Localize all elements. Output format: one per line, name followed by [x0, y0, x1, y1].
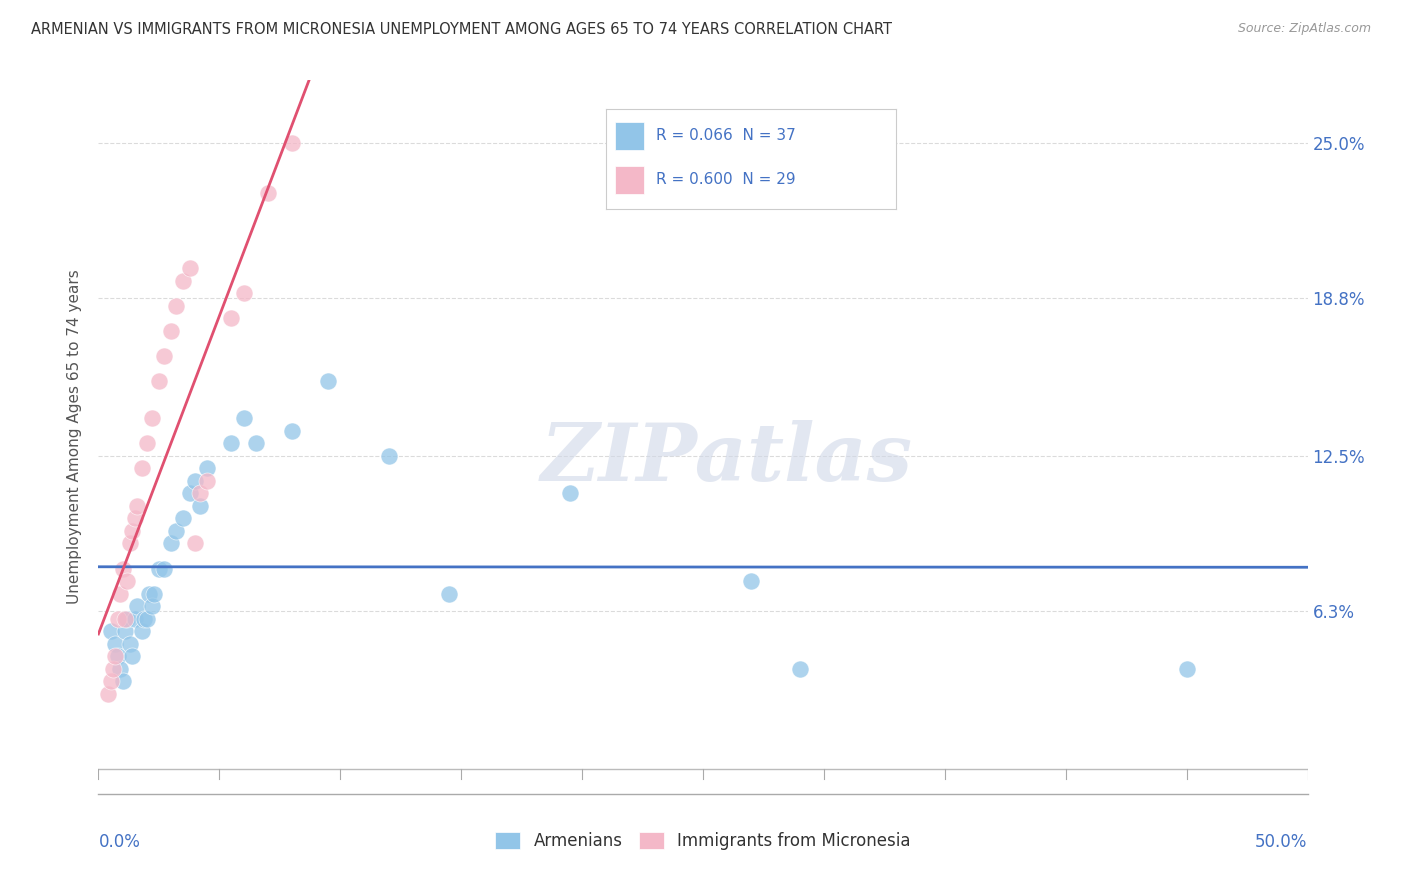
Point [141, 411, 163, 425]
Point [107, 612, 129, 626]
Point [165, 299, 187, 313]
Point [114, 624, 136, 639]
Point [172, 511, 194, 525]
Point [108, 586, 131, 600]
Text: ZIPatlas: ZIPatlas [541, 420, 914, 497]
Point [141, 599, 163, 613]
Point [138, 586, 160, 600]
Point [789, 662, 811, 676]
Point [131, 461, 153, 475]
Point [117, 574, 139, 588]
Point [104, 637, 127, 651]
Point [101, 662, 124, 676]
Point [160, 536, 183, 550]
Y-axis label: Unemployment Among Ages 65 to 74 years: Unemployment Among Ages 65 to 74 years [66, 269, 82, 605]
Point [124, 511, 146, 525]
Point [221, 436, 243, 450]
Point [114, 612, 136, 626]
Point [127, 499, 149, 513]
Point [135, 436, 157, 450]
Point [97, 687, 120, 701]
Point [121, 649, 143, 664]
Point [111, 561, 134, 575]
Text: ARMENIAN VS IMMIGRANTS FROM MICRONESIA UNEMPLOYMENT AMONG AGES 65 TO 74 YEARS CO: ARMENIAN VS IMMIGRANTS FROM MICRONESIA U… [31, 22, 891, 37]
Point [118, 536, 141, 550]
Point [245, 436, 267, 450]
Point [108, 662, 131, 676]
Point [558, 486, 581, 500]
Point [377, 449, 399, 463]
Point [740, 574, 762, 588]
Point [179, 261, 201, 276]
Point [121, 524, 143, 538]
Point [1175, 662, 1198, 676]
Point [195, 474, 218, 488]
Point [152, 349, 174, 363]
Point [160, 324, 183, 338]
Point [131, 624, 153, 639]
Point [437, 586, 460, 600]
Point [124, 612, 146, 626]
Point [127, 599, 149, 613]
Text: Source: ZipAtlas.com: Source: ZipAtlas.com [1237, 22, 1371, 36]
Point [188, 486, 211, 500]
Point [107, 649, 129, 664]
Point [281, 136, 304, 150]
Point [172, 274, 194, 288]
Point [143, 586, 166, 600]
Point [148, 561, 170, 575]
Point [135, 612, 157, 626]
Point [117, 612, 139, 626]
Point [152, 561, 174, 575]
Point [256, 186, 278, 200]
Point [100, 624, 122, 639]
Point [316, 374, 339, 388]
Point [195, 461, 218, 475]
Point [232, 411, 254, 425]
Legend: Armenians, Immigrants from Micronesia: Armenians, Immigrants from Micronesia [488, 825, 918, 857]
Point [104, 649, 127, 664]
Point [184, 536, 207, 550]
Point [165, 524, 187, 538]
Point [281, 424, 304, 438]
Point [232, 286, 254, 301]
Point [148, 374, 170, 388]
Point [111, 674, 134, 689]
Point [184, 474, 207, 488]
Point [221, 311, 243, 326]
Point [134, 612, 156, 626]
Point [179, 486, 201, 500]
Point [118, 637, 141, 651]
Point [188, 499, 211, 513]
Point [100, 674, 122, 689]
Text: 0.0%: 0.0% [98, 833, 141, 851]
Text: 50.0%: 50.0% [1256, 833, 1308, 851]
